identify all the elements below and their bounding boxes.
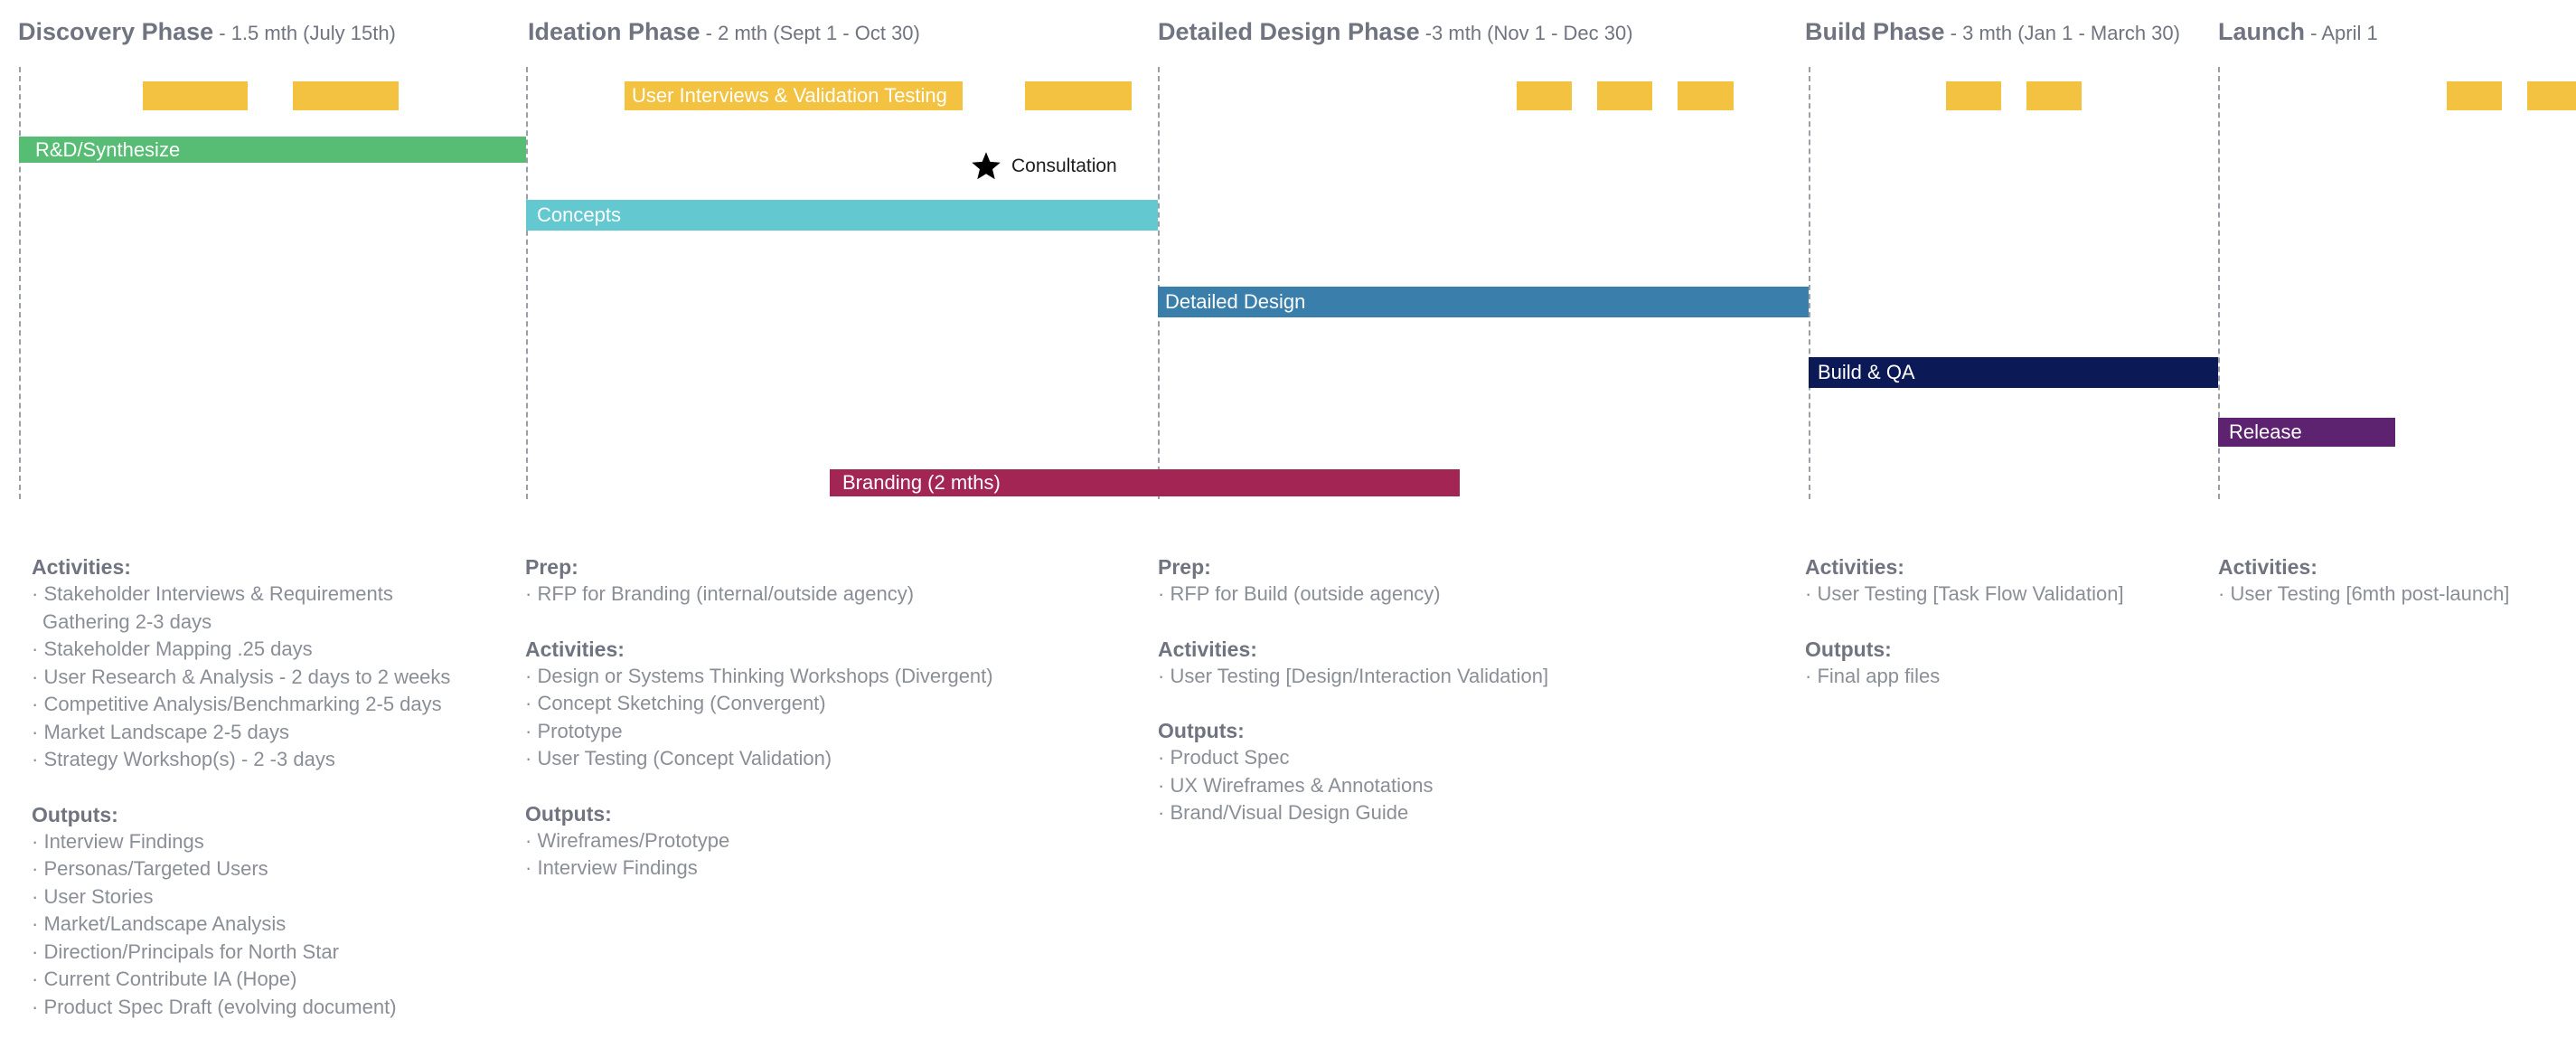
list-item: Personas/Targeted Users	[32, 855, 465, 883]
list-item: Stakeholder Interviews & Requirements Ga…	[32, 581, 465, 636]
list-item: Stakeholder Mapping .25 days	[32, 636, 465, 664]
milestone-label: Consultation	[1011, 156, 1117, 176]
phase-name: Discovery Phase	[18, 18, 214, 45]
phase-divider-ideation	[526, 67, 528, 499]
activities-block: Activities: User Testing [Design/Interac…	[1158, 636, 1772, 691]
list-item: User Testing [Task Flow Validation]	[1805, 581, 2203, 609]
list-item: Wireframes/Prototype	[525, 827, 1122, 855]
star-icon	[972, 152, 1001, 180]
list-item: Final app files	[1805, 663, 2203, 691]
bar-rd-synthesize: R&D/Synthesize	[19, 137, 526, 163]
testing-marker	[1946, 81, 2001, 110]
list-item: Strategy Workshop(s) - 2 -3 days	[32, 746, 465, 774]
phase-title-build: Build Phase - 3 mth (Jan 1 - March 30)	[1805, 18, 2180, 46]
bar-build-qa: Build & QA	[1809, 357, 2218, 388]
list-item: Market/Landscape Analysis	[32, 911, 465, 939]
phase-name: Detailed Design Phase	[1158, 18, 1420, 45]
phase-name: Launch	[2218, 18, 2306, 45]
list-item: Interview Findings	[32, 828, 465, 856]
testing-marker	[143, 81, 248, 110]
list-item: Market Landscape 2-5 days	[32, 719, 465, 747]
phase-duration: - 2 mth (Sept 1 - Oct 30)	[700, 22, 920, 44]
activities-heading: Activities:	[1805, 555, 1904, 579]
list-item: Prototype	[525, 718, 1122, 746]
list-item: UX Wireframes & Annotations	[1158, 772, 1772, 800]
outputs-block: Outputs: Interview Findings Personas/Tar…	[32, 801, 465, 1022]
phase-title-discovery: Discovery Phase - 1.5 mth (July 15th)	[18, 18, 396, 46]
activities-heading: Activities:	[2218, 555, 2317, 579]
bar-release: Release	[2218, 418, 2395, 447]
list-item: Design or Systems Thinking Workshops (Di…	[525, 663, 1122, 691]
list-item: Competitive Analysis/Benchmarking 2-5 da…	[32, 691, 465, 719]
activities-block: Activities: User Testing [Task Flow Vali…	[1805, 553, 2203, 609]
list-item: RFP for Branding (internal/outside agenc…	[525, 581, 1122, 609]
list-item: RFP for Build (outside agency)	[1158, 581, 1772, 609]
outputs-block: Outputs: Wireframes/Prototype Interview …	[525, 800, 1122, 883]
bar-branding: Branding (2 mths)	[830, 469, 1460, 496]
phase-divider-detailed-design	[1158, 67, 1160, 499]
activities-heading: Activities:	[525, 637, 625, 661]
testing-marker	[1597, 81, 1652, 110]
activities-block: Activities: Design or Systems Thinking W…	[525, 636, 1122, 773]
phase-divider-launch	[2218, 67, 2220, 499]
prep-block: Prep: RFP for Branding (internal/outside…	[525, 553, 1122, 609]
bar-concepts: Concepts	[526, 200, 1158, 231]
list-item: User Testing (Concept Validation)	[525, 745, 1122, 773]
list-item: Concept Sketching (Convergent)	[525, 690, 1122, 718]
phase-title-detailed-design: Detailed Design Phase -3 mth (Nov 1 - De…	[1158, 18, 1633, 46]
testing-marker	[2527, 81, 2576, 110]
outputs-heading: Outputs:	[525, 801, 612, 826]
testing-marker	[1517, 81, 1572, 110]
outputs-heading: Outputs:	[1805, 637, 1892, 661]
testing-marker	[2026, 81, 2082, 110]
prep-heading: Prep:	[1158, 555, 1211, 579]
testing-marker	[1678, 81, 1734, 110]
details-ideation: Prep: RFP for Branding (internal/outside…	[525, 553, 1122, 910]
activities-block: Activities: User Testing [6mth post-laun…	[2218, 553, 2571, 609]
phase-divider-discovery	[19, 67, 21, 499]
list-item: User Testing [Design/Interaction Validat…	[1158, 663, 1772, 691]
testing-marker	[1025, 81, 1132, 110]
details-discovery: Activities: Stakeholder Interviews & Req…	[32, 553, 465, 1048]
list-item: Direction/Principals for North Star	[32, 939, 465, 967]
prep-block: Prep: RFP for Build (outside agency)	[1158, 553, 1772, 609]
prep-heading: Prep:	[525, 555, 578, 579]
details-build: Activities: User Testing [Task Flow Vali…	[1805, 553, 2203, 717]
activities-heading: Activities:	[32, 555, 131, 579]
details-launch: Activities: User Testing [6mth post-laun…	[2218, 553, 2571, 636]
details-detailed-design: Prep: RFP for Build (outside agency) Act…	[1158, 553, 1772, 854]
phase-title-launch: Launch - April 1	[2218, 18, 2378, 46]
phase-duration: -3 mth (Nov 1 - Dec 30)	[1419, 22, 1633, 44]
list-item: Product Spec Draft (evolving document)	[32, 994, 465, 1022]
outputs-heading: Outputs:	[32, 802, 118, 826]
phase-duration: - April 1	[2305, 22, 2378, 44]
activities-heading: Activities:	[1158, 637, 1257, 661]
list-item: User Testing [6mth post-launch]	[2218, 581, 2571, 609]
list-item: User Research & Analysis - 2 days to 2 w…	[32, 664, 465, 692]
phase-name: Ideation Phase	[528, 18, 700, 45]
phase-name: Build Phase	[1805, 18, 1945, 45]
phase-title-ideation: Ideation Phase - 2 mth (Sept 1 - Oct 30)	[528, 18, 920, 46]
activities-block: Activities: Stakeholder Interviews & Req…	[32, 553, 465, 774]
list-item: Interview Findings	[525, 854, 1122, 883]
outputs-heading: Outputs:	[1158, 719, 1245, 742]
bar-user-interviews: User Interviews & Validation Testing	[625, 81, 963, 110]
phase-duration: - 3 mth (Jan 1 - March 30)	[1944, 22, 2180, 44]
testing-marker	[2447, 81, 2502, 110]
list-item: User Stories	[32, 883, 465, 911]
phase-divider-build	[1809, 67, 1810, 499]
list-item: Current Contribute IA (Hope)	[32, 966, 465, 994]
list-item: Product Spec	[1158, 744, 1772, 772]
testing-marker	[293, 81, 399, 110]
list-item: Brand/Visual Design Guide	[1158, 799, 1772, 827]
phase-duration: - 1.5 mth (July 15th)	[213, 22, 396, 44]
milestone-consultation: Consultation	[970, 148, 1117, 184]
outputs-block: Outputs: Product Spec UX Wireframes & An…	[1158, 717, 1772, 827]
bar-detailed-design: Detailed Design	[1158, 287, 1809, 317]
outputs-block: Outputs: Final app files	[1805, 636, 2203, 691]
